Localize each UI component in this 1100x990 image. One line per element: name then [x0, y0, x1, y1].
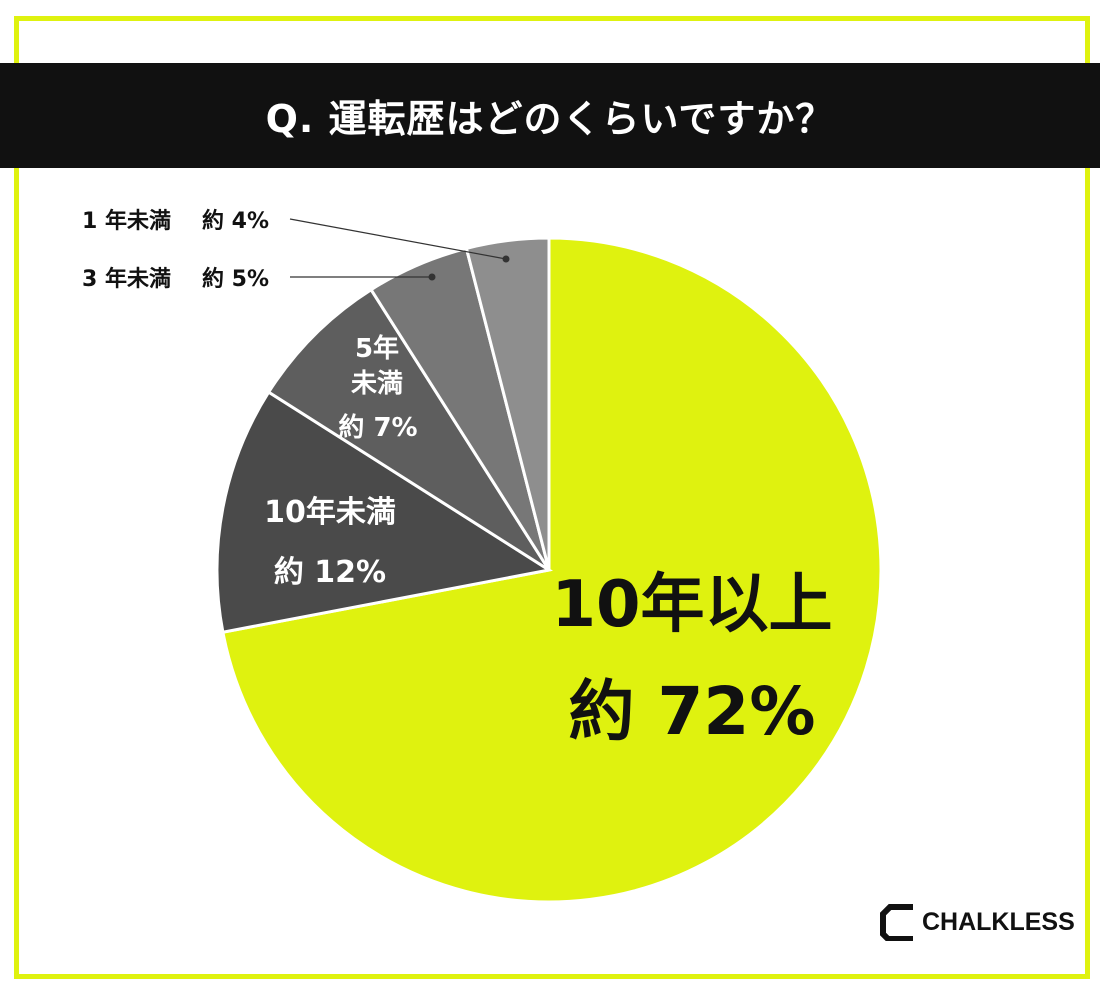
slice-under-5-years — [266, 287, 551, 572]
question-title-bar: Q. 運転歴はどのくらいですか？ — [0, 63, 1100, 168]
callout-dot-under3 — [428, 273, 436, 281]
brand-name: CHALKLESS — [922, 907, 1075, 936]
label-under3-value: 約 5% — [202, 266, 269, 292]
label-under5-line2: 未満 — [351, 369, 403, 399]
slice-under-1-year — [464, 236, 551, 571]
label-under5-value: 約 7% — [338, 412, 417, 443]
slice-10-years-plus — [221, 236, 883, 904]
label-under10-name: 10年未満 — [264, 495, 396, 530]
brand-logo: CHALKLESS — [880, 902, 1075, 942]
label-10plus-name: 10年以上 — [551, 568, 832, 642]
callout-dot-under1 — [502, 255, 510, 263]
label-10plus-value: 約 72% — [569, 673, 816, 750]
label-under3-name: 3 年未満 — [82, 266, 171, 292]
question-title: Q. 運転歴はどのくらいですか？ — [265, 97, 835, 141]
label-under1-value: 約 4% — [202, 208, 269, 234]
chalkless-logo-icon — [880, 904, 913, 941]
label-under1-name: 1 年未満 — [82, 208, 171, 234]
label-under5-line1: 5年 — [355, 333, 399, 364]
pie-slices — [215, 236, 883, 904]
label-under10-value: 約 12% — [274, 555, 386, 590]
slice-under-10-years — [215, 390, 554, 634]
callout-line-under1 — [289, 218, 507, 260]
